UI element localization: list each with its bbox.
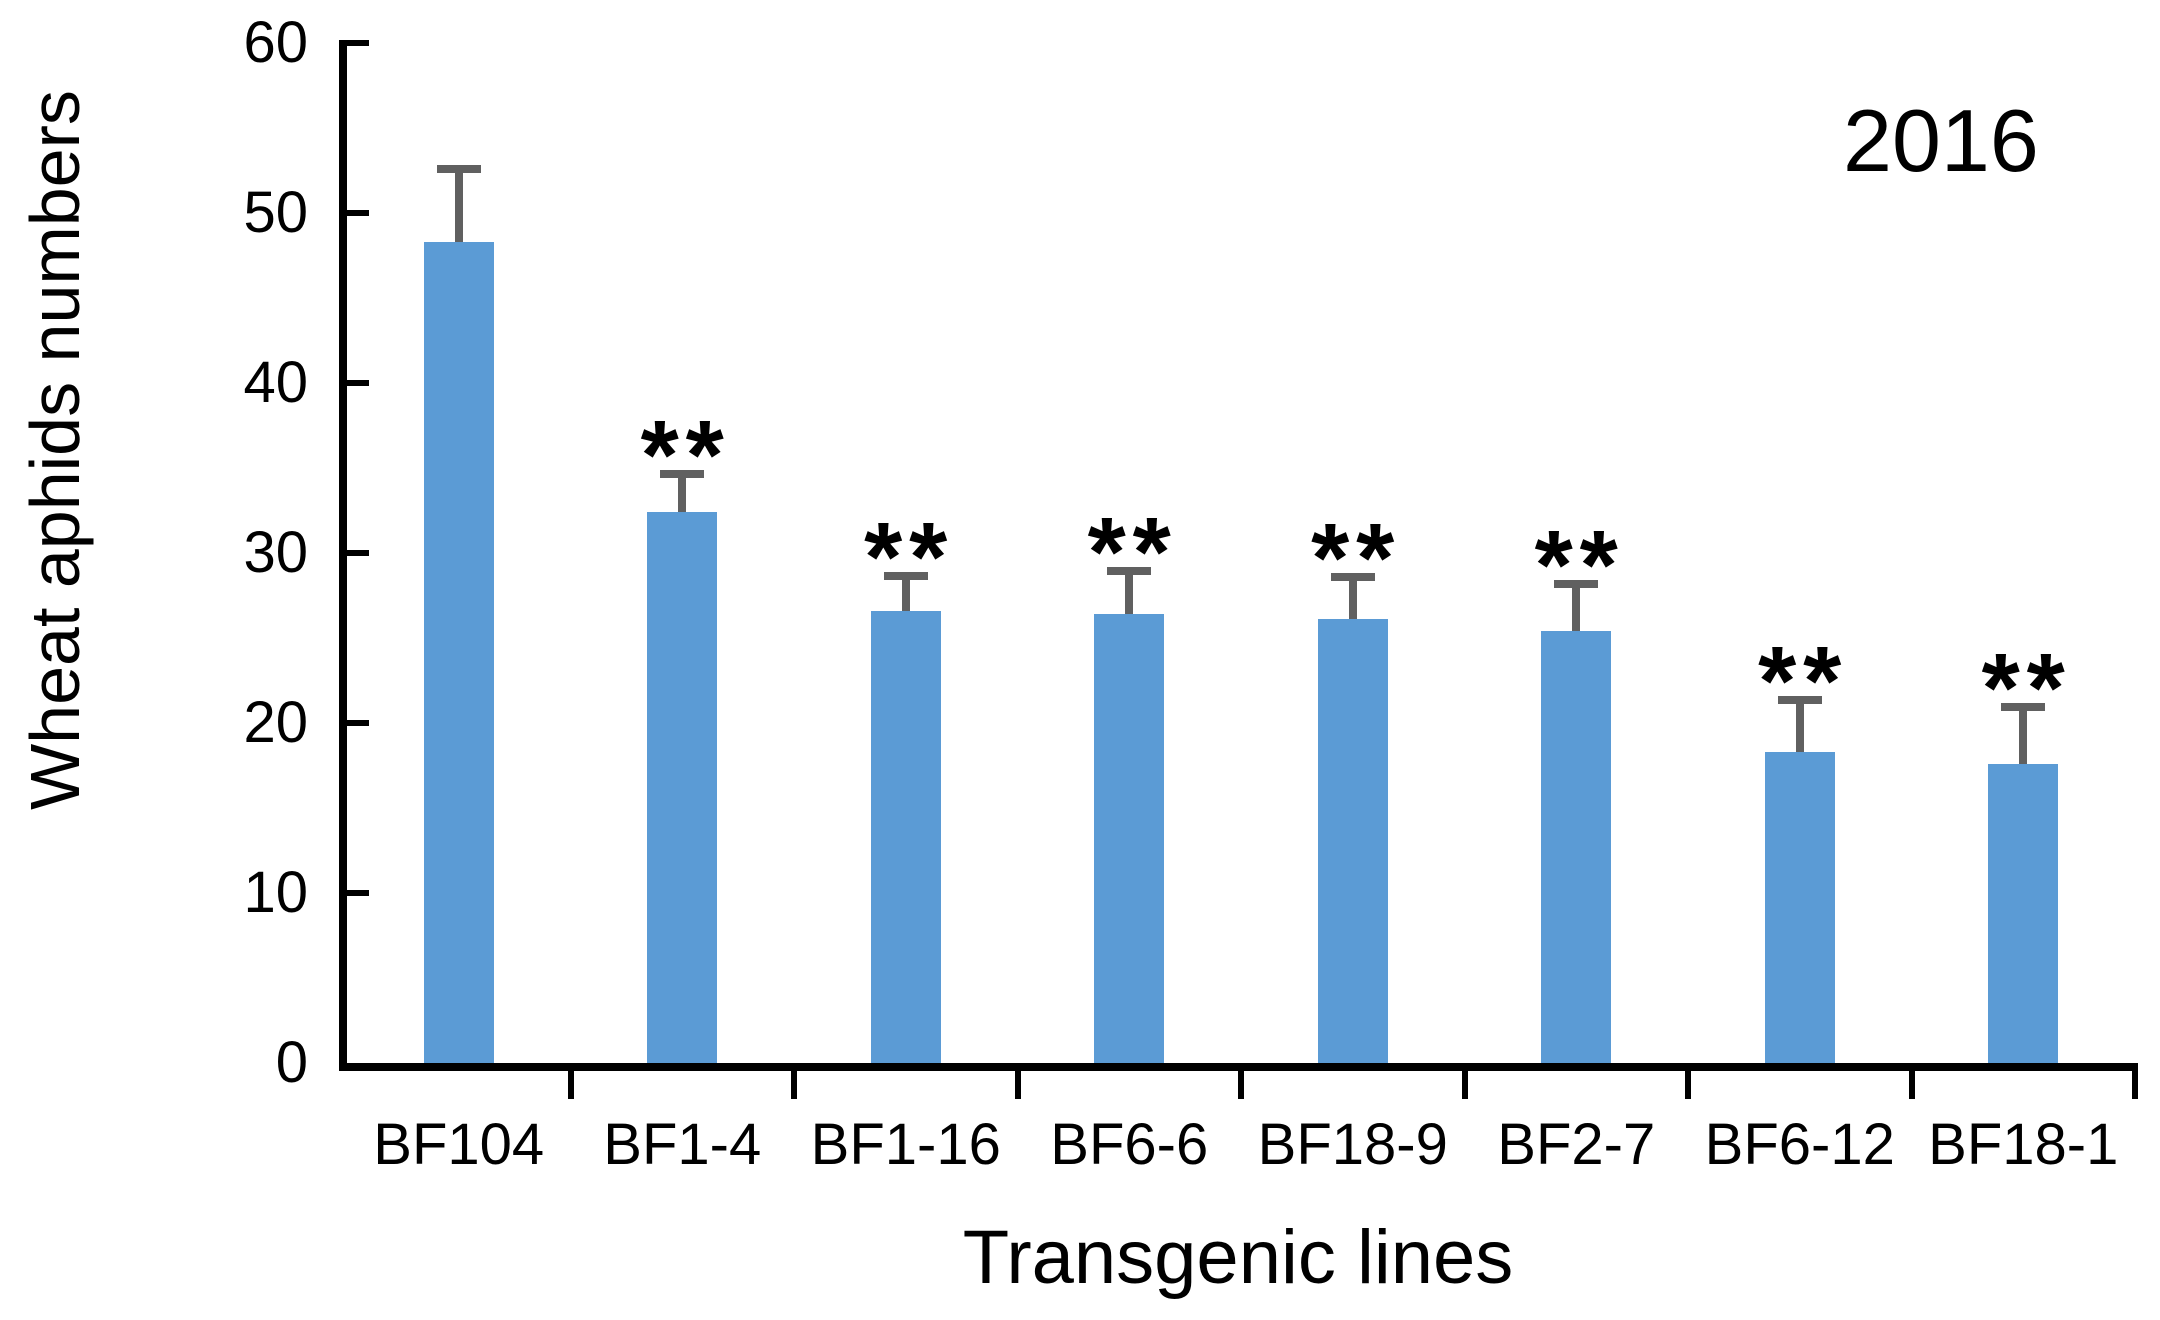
x-axis-tick: [1908, 1071, 1915, 1099]
y-axis-tick: [347, 40, 369, 46]
y-tick-label: 40: [243, 350, 308, 415]
error-bar-cap: [436, 165, 481, 174]
chart-year-annotation: 2016: [1843, 91, 2039, 190]
x-axis-tick: [791, 1071, 797, 1099]
y-tick-label: 10: [243, 860, 308, 925]
category-label: BF18-1: [1928, 1112, 2119, 1177]
x-axis-title: Transgenic lines: [962, 1215, 1514, 1300]
x-axis-tick: [1238, 1071, 1244, 1099]
error-bar-cap: [1777, 695, 1822, 704]
error-bar-stem: [901, 579, 910, 611]
error-bar-stem: [678, 477, 687, 513]
y-axis-tick: [347, 550, 369, 556]
bar: [1764, 751, 1835, 1063]
x-axis-line: [339, 1063, 2138, 1071]
y-axis-line: [339, 40, 347, 1071]
error-bar-stem: [1795, 703, 1804, 752]
error-bar-stem: [1572, 588, 1581, 632]
y-axis-tick: [347, 890, 369, 896]
y-axis-tick: [347, 210, 369, 216]
y-tick-label: 50: [243, 180, 308, 245]
x-axis-tick: [1461, 1071, 1468, 1099]
error-bar-cap: [1107, 566, 1152, 575]
x-axis-tick: [1014, 1071, 1021, 1099]
bar: [647, 512, 718, 1063]
x-axis-tick: [2132, 1071, 2138, 1099]
category-label: BF18-9: [1257, 1112, 1448, 1177]
y-tick-label: 20: [243, 690, 308, 755]
y-axis-tick: [347, 380, 369, 386]
y-axis-title: Wheat aphids numbers: [16, 90, 94, 810]
y-tick-label: 30: [243, 520, 308, 585]
bar: [870, 610, 941, 1063]
error-bar-cap: [660, 469, 705, 478]
significance-marker: **: [640, 399, 731, 510]
error-bar-cap: [1554, 580, 1599, 589]
x-axis-tick: [567, 1071, 574, 1099]
significance-marker: **: [1758, 625, 1849, 736]
x-axis-tick: [1685, 1071, 1691, 1099]
error-bar-stem: [2019, 710, 2028, 764]
bar: [1317, 619, 1388, 1063]
bar: [1988, 763, 2059, 1063]
category-label: BF6-12: [1704, 1112, 1895, 1177]
error-bar-stem: [1348, 581, 1357, 620]
category-label: BF1-4: [603, 1112, 762, 1177]
y-tick-label: 60: [243, 10, 308, 75]
category-label: BF6-6: [1050, 1112, 1209, 1177]
y-axis-tick: [347, 720, 369, 726]
error-bar-cap: [883, 571, 928, 580]
error-bar-stem: [454, 173, 463, 242]
bar: [1094, 614, 1165, 1063]
error-bar-stem: [1125, 574, 1134, 615]
category-label: BF2-7: [1497, 1112, 1656, 1177]
significance-marker: **: [1311, 503, 1402, 614]
error-bar-cap: [2001, 702, 2046, 711]
category-label: BF1-16: [810, 1112, 1001, 1177]
significance-marker: **: [864, 501, 955, 612]
significance-marker: **: [1981, 632, 2072, 743]
significance-marker: **: [1087, 496, 1178, 607]
y-tick-label: 0: [275, 1030, 308, 1095]
significance-marker: **: [1534, 510, 1625, 621]
bar: [1541, 631, 1612, 1063]
bar: [423, 241, 494, 1063]
category-label: BF104: [373, 1112, 545, 1177]
error-bar-cap: [1330, 573, 1375, 582]
